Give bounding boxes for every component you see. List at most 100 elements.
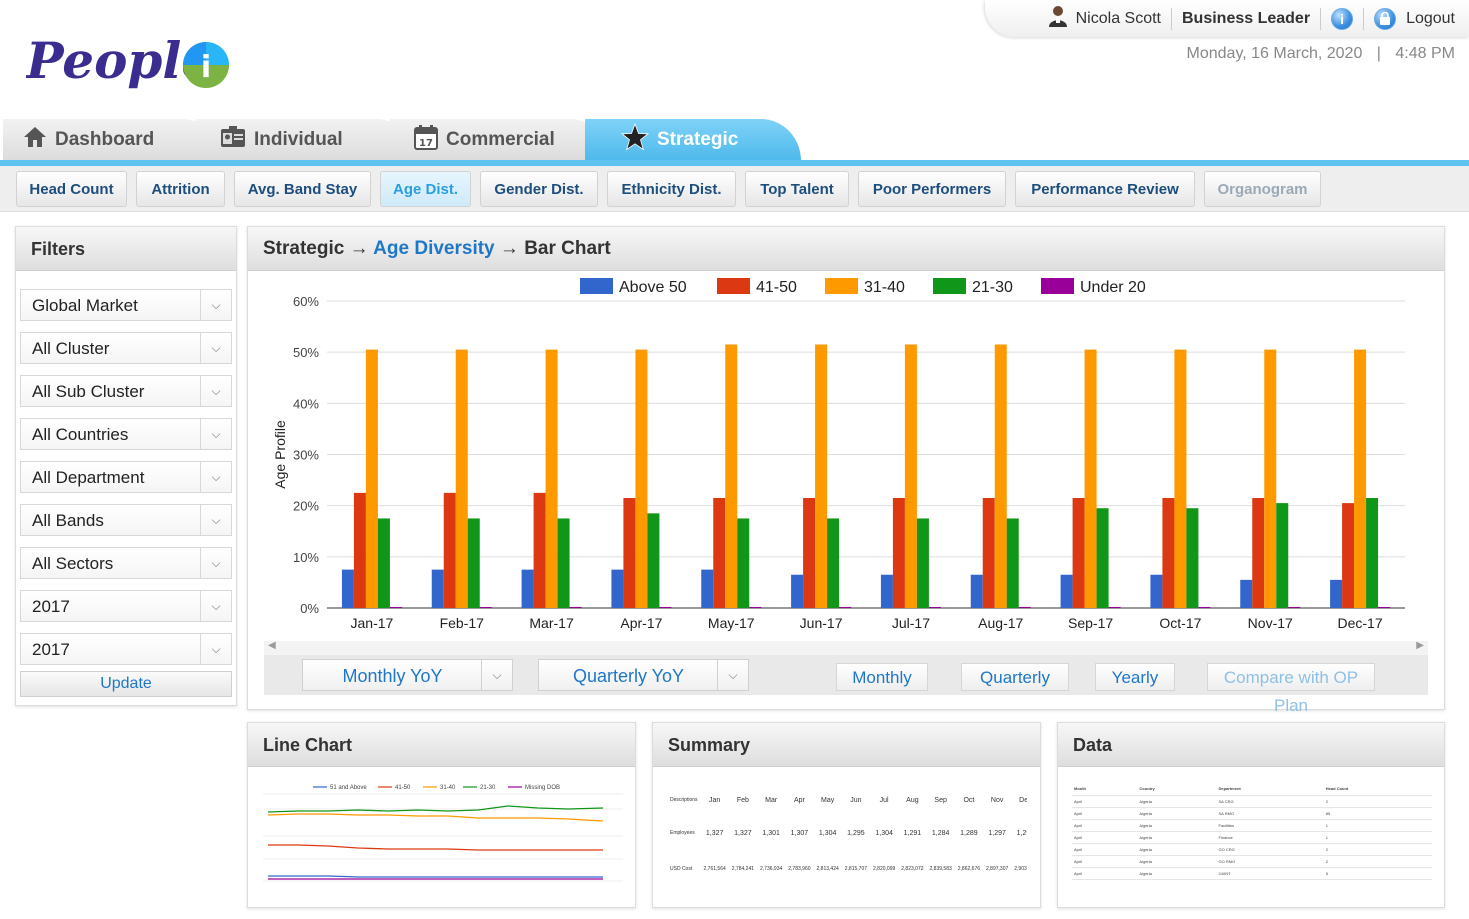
bar-above-50-jun-17 [791, 574, 804, 608]
subtab-gender-dist[interactable]: Gender Dist. [480, 171, 598, 207]
quarterly-yoy-select[interactable]: Quarterly YoY ⌵ [538, 659, 749, 691]
summary-cell: 2,903,372 [1014, 866, 1027, 872]
data-cell: April [1072, 807, 1138, 820]
cluster-select[interactable]: All Cluster ⌵ [20, 332, 232, 364]
subtab-head-count[interactable]: Head Count [16, 171, 127, 207]
chevron-down-icon[interactable]: ⌵ [200, 634, 231, 664]
bar-31-40-feb-17 [455, 349, 468, 608]
sub-tabs: Head Count Attrition Avg. Band Stay Age … [0, 166, 1469, 212]
scroll-left-icon[interactable]: ◀ [268, 640, 276, 651]
data-column-header[interactable]: Country [1137, 783, 1217, 796]
breadcrumb-link[interactable]: Age Diversity [373, 238, 495, 259]
table-row: April Algeria SA CRG 2 [1072, 795, 1432, 808]
year-to-select[interactable]: 2017 ⌵ [20, 633, 232, 665]
app-logo[interactable]: People i [24, 14, 236, 104]
countries-select[interactable]: All Countries ⌵ [20, 418, 232, 450]
tab-individual[interactable]: Individual [196, 119, 416, 161]
data-cell: April [1072, 855, 1138, 868]
subtab-poor-performers[interactable]: Poor Performers [858, 171, 1006, 207]
summary-cell: 2,813,424 [816, 866, 839, 872]
y-tick-label: 60% [293, 294, 319, 309]
summary-table-thumbnail: Descriptions Jan Feb Mar Apr May Jun Jul Aug Sep O… [667, 785, 1027, 895]
logout-link[interactable]: Logout [1406, 9, 1455, 27]
chevron-down-icon[interactable]: ⌵ [717, 660, 748, 690]
department-select[interactable]: All Department ⌵ [20, 461, 232, 493]
chevron-down-icon[interactable]: ⌵ [200, 548, 231, 578]
chevron-down-icon[interactable]: ⌵ [200, 591, 231, 621]
summary-cell: 1,289 [960, 829, 978, 837]
data-panel[interactable]: Data Month Country Department Head Count Apr… [1057, 722, 1445, 908]
legend-label: Above 50 [619, 279, 687, 296]
tab-commercial[interactable]: 17 Commercial [390, 119, 610, 161]
monthly-button[interactable]: Monthly [836, 663, 928, 691]
compare-op-plan-button[interactable]: Compare with OP Plan [1207, 663, 1375, 715]
chevron-down-icon[interactable]: ⌵ [200, 462, 231, 492]
summary-panel[interactable]: Summary Descriptions Jan Feb Mar Apr May Jun Ju… [652, 722, 1041, 908]
line-chart-title: Line Chart [248, 723, 635, 767]
chevron-down-icon[interactable]: ⌵ [481, 660, 512, 690]
subtab-ethnicity-dist[interactable]: Ethnicity Dist. [607, 171, 736, 207]
select-value: All Countries [32, 425, 129, 444]
summary-cell: 2,820,099 [873, 866, 896, 872]
x-tick-label: Dec-17 [1338, 615, 1383, 631]
tab-dashboard[interactable]: Dashboard [3, 119, 223, 161]
subtab-performance-review[interactable]: Performance Review [1015, 171, 1195, 207]
monthly-yoy-select[interactable]: Monthly YoY ⌵ [302, 659, 513, 691]
legend-swatch [580, 278, 613, 294]
sub-cluster-select[interactable]: All Sub Cluster ⌵ [20, 375, 232, 407]
yearly-button[interactable]: Yearly [1095, 663, 1175, 691]
bar-21-30-apr-17 [647, 513, 660, 608]
tab-strategic[interactable]: Strategic [585, 119, 801, 161]
update-button[interactable]: Update [20, 671, 232, 697]
data-cell: Facilities [1216, 819, 1324, 832]
subtab-avg-band-stay[interactable]: Avg. Band Stay [234, 171, 371, 207]
data-cell: Algeria [1137, 843, 1217, 856]
info-icon[interactable]: i [1331, 7, 1354, 30]
subtab-age-dist[interactable]: Age Dist. [380, 171, 471, 207]
divider [1320, 7, 1322, 30]
y-tick-label: 0% [300, 601, 319, 616]
home-icon [23, 126, 47, 154]
summary-cell: Descriptions [670, 797, 698, 803]
data-column-header[interactable]: Month [1072, 783, 1138, 796]
table-row: April Algeria SA RMO 85 [1072, 807, 1432, 820]
subtab-organogram[interactable]: Organogram [1204, 171, 1321, 207]
bands-select[interactable]: All Bands ⌵ [20, 504, 232, 536]
x-tick-label: Mar-17 [529, 615, 574, 631]
year-from-select[interactable]: 2017 ⌵ [20, 590, 232, 622]
breadcrumb-root: Strategic [263, 238, 345, 259]
bar-under-20-aug-17 [1018, 606, 1031, 608]
data-cell: April [1072, 795, 1138, 808]
subtab-attrition[interactable]: Attrition [136, 171, 225, 207]
summary-cell: Mar [765, 796, 778, 804]
tab-label: Individual [254, 129, 343, 150]
data-cell: 2 [1323, 843, 1432, 856]
summary-cell: 1,304 [875, 829, 893, 837]
lock-icon[interactable] [1374, 7, 1397, 30]
summary-cell: Jun [850, 796, 862, 804]
chevron-down-icon[interactable]: ⌵ [200, 505, 231, 535]
chevron-down-icon[interactable]: ⌵ [200, 419, 231, 449]
user-name[interactable]: Nicola Scott [1075, 9, 1161, 27]
global-market-select[interactable]: Global Market ⌵ [20, 289, 232, 321]
chart-scrollbar[interactable]: ◀ ▶ [264, 640, 1428, 655]
select-value: All Cluster [32, 339, 110, 358]
divider [1171, 7, 1172, 30]
data-column-header[interactable]: Head Count [1323, 783, 1432, 796]
bar-above-50-oct-17 [1150, 574, 1163, 608]
calendar-icon: 17 [414, 124, 438, 156]
line-chart-panel[interactable]: Line Chart 51 and Above 41-50 31-40 21-30 Mi… [247, 722, 636, 908]
scroll-right-icon[interactable]: ▶ [1416, 640, 1424, 651]
chevron-down-icon[interactable]: ⌵ [200, 333, 231, 363]
mini-legend-label: 51 and Above [330, 785, 367, 791]
bar-31-40-aug-17 [994, 344, 1007, 608]
subtab-top-talent[interactable]: Top Talent [745, 171, 849, 207]
quarterly-button[interactable]: Quarterly [961, 663, 1069, 691]
chevron-down-icon[interactable]: ⌵ [200, 290, 231, 320]
summary-cell: 1,291 [903, 829, 922, 837]
chevron-down-icon[interactable]: ⌵ [200, 376, 231, 406]
sectors-select[interactable]: All Sectors ⌵ [20, 547, 232, 579]
x-tick-label: Jan-17 [351, 615, 394, 631]
data-column-header[interactable]: Department [1216, 783, 1324, 796]
line-chart-thumbnail: 51 and Above 41-50 31-40 21-30 Missing DOB [263, 785, 623, 882]
